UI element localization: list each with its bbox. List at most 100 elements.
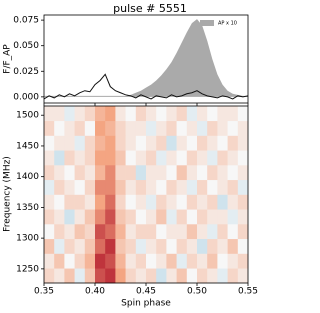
heatmap-cell xyxy=(217,238,228,254)
heatmap-cell xyxy=(44,268,55,284)
heatmap-cell xyxy=(44,165,55,181)
heatmap-cell xyxy=(115,150,126,166)
heatmap-cell xyxy=(176,165,188,181)
heatmap-cell xyxy=(74,165,86,181)
x-tick-label: 0.50 xyxy=(187,287,207,297)
heatmap-cell xyxy=(176,238,188,254)
chart-title: pulse # 5551 xyxy=(113,2,187,15)
heatmap-cell xyxy=(217,194,228,210)
heatmap-cell xyxy=(135,224,147,240)
y-tick-label: 0.025 xyxy=(13,67,39,77)
heatmap-cell xyxy=(44,238,55,254)
y-tick-label: 1350 xyxy=(16,203,39,213)
heatmap-cell xyxy=(105,209,116,225)
heatmap-cell xyxy=(156,253,167,269)
x-tick-label: 0.35 xyxy=(34,287,54,297)
heatmap-cell xyxy=(125,120,137,136)
heatmap-cell xyxy=(166,238,177,254)
heatmap-cell xyxy=(84,209,96,225)
heatmap-cell xyxy=(146,106,157,122)
heatmap-cell xyxy=(227,194,239,210)
heatmap-cell xyxy=(125,268,137,284)
heatmap-cell xyxy=(95,106,106,122)
heatmap-cell xyxy=(95,209,106,225)
heatmap-cell xyxy=(227,120,239,136)
y-axis-label: Frequency (MHz) xyxy=(3,156,13,232)
heatmap-cell xyxy=(64,209,75,225)
heatmap-cell xyxy=(207,224,218,240)
heatmap-cell xyxy=(207,106,218,122)
legend-label: AP x 10 xyxy=(218,21,237,27)
heatmap-cell xyxy=(217,224,228,240)
heatmap-cell xyxy=(105,120,116,136)
heatmap-cell xyxy=(156,238,167,254)
heatmap-cell xyxy=(74,268,86,284)
heatmap-cell xyxy=(135,179,147,195)
heatmap-cell xyxy=(44,150,55,166)
heatmap-cell xyxy=(197,179,208,195)
heatmap-cell xyxy=(115,106,126,122)
heatmap-cell xyxy=(237,135,249,151)
heatmap-cell xyxy=(237,179,249,195)
heatmap-cell xyxy=(64,106,75,122)
heatmap-cell xyxy=(207,179,218,195)
heatmap-cell xyxy=(54,209,65,225)
heatmap-cell xyxy=(186,238,198,254)
heatmap-cell xyxy=(125,150,137,166)
heatmap-cell xyxy=(105,179,116,195)
heatmap-cell xyxy=(146,224,157,240)
heatmap-cell xyxy=(74,179,86,195)
area xyxy=(44,19,248,97)
heatmap-cell xyxy=(186,209,198,225)
heatmap-cell xyxy=(146,238,157,254)
heatmap-cell xyxy=(105,194,116,210)
heatmap-cell xyxy=(197,106,208,122)
heatmap-cell xyxy=(166,179,177,195)
heatmap-cell xyxy=(197,224,208,240)
heatmap-cell xyxy=(95,268,106,284)
heatmap-cell xyxy=(156,150,167,166)
y-tick-label: 1250 xyxy=(16,264,39,274)
heatmap-cell xyxy=(207,268,218,284)
heatmap-cell xyxy=(207,165,218,181)
heatmap-cell xyxy=(146,120,157,136)
heatmap-cell xyxy=(207,194,218,210)
heatmap-cell xyxy=(197,120,208,136)
y-tick-label: 1500 xyxy=(16,111,39,121)
line xyxy=(43,73,249,100)
heatmap-cell xyxy=(146,135,157,151)
heatmap-cell xyxy=(156,135,167,151)
heatmap-cell xyxy=(207,135,218,151)
heatmap-cell xyxy=(217,106,228,122)
heatmap-cell xyxy=(125,165,137,181)
heatmap-cell xyxy=(54,165,65,181)
heatmap-cell xyxy=(227,150,239,166)
heatmap-cell xyxy=(125,209,137,225)
heatmap-cell xyxy=(74,106,86,122)
heatmap-cell xyxy=(217,165,228,181)
heatmap-cell xyxy=(64,165,75,181)
heatmap-cell xyxy=(115,120,126,136)
heatmap-cell xyxy=(95,120,106,136)
heatmap-cell xyxy=(125,106,137,122)
heatmap-cell xyxy=(125,224,137,240)
heatmap-cell xyxy=(156,209,167,225)
heatmap-cell xyxy=(125,179,137,195)
y-tick-label: 1450 xyxy=(16,141,39,151)
heatmap-cell xyxy=(186,165,198,181)
heatmap-cell xyxy=(186,224,198,240)
x-tick-label: 0.45 xyxy=(136,287,156,297)
heatmap-cell xyxy=(84,135,96,151)
heatmap-cell xyxy=(186,106,198,122)
heatmap-cell xyxy=(166,268,177,284)
heatmap-cell xyxy=(166,120,177,136)
heatmap-cell xyxy=(166,106,177,122)
heatmap-cell xyxy=(84,165,96,181)
heatmap-cell xyxy=(176,179,188,195)
heatmap-cell xyxy=(74,209,86,225)
heatmap-cell xyxy=(125,194,137,210)
heatmap-cell xyxy=(217,209,228,225)
heatmap-cell xyxy=(95,224,106,240)
heatmap-cell xyxy=(44,194,55,210)
heatmap-cell xyxy=(217,179,228,195)
